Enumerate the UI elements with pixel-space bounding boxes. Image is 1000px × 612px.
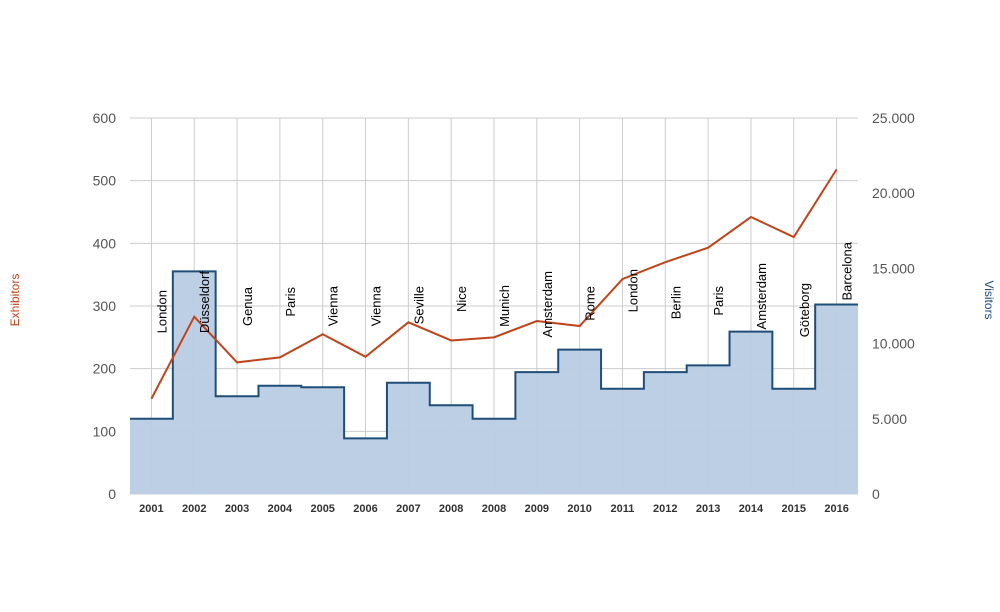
city-label: Genua — [240, 286, 255, 326]
city-label: Berlin — [668, 286, 683, 319]
y-right-tick-label: 20.000 — [872, 185, 915, 201]
y-axis-right-title: Visitors — [982, 280, 996, 319]
city-label: Vienna — [326, 285, 341, 326]
visitors-series — [130, 270, 858, 494]
city-label: Rome — [583, 286, 598, 321]
x-tick-label: 2016 — [824, 503, 848, 515]
visitors-area — [130, 271, 858, 494]
x-tick-label: 2001 — [139, 503, 163, 515]
city-label: London — [154, 290, 169, 333]
y-left-tick-label: 300 — [93, 298, 117, 314]
x-tick-label: 2013 — [696, 503, 720, 515]
x-tick-label: 2005 — [310, 503, 334, 515]
x-tick-label: 2006 — [353, 503, 377, 515]
y-left-tick-label: 500 — [93, 173, 117, 189]
y-right-tick-label: 10.000 — [872, 336, 915, 352]
y-right-tick-label: 15.000 — [872, 260, 915, 276]
y-left-tick-label: 0 — [108, 486, 116, 502]
y-right-tick-label: 0 — [872, 486, 880, 502]
x-tick-label: 2015 — [782, 503, 806, 515]
x-tick-label: 2009 — [525, 503, 549, 515]
y-left-tick-label: 600 — [93, 110, 117, 126]
city-label: Vienna — [369, 285, 384, 326]
y-axis-left-title: Exhibitors — [8, 274, 22, 327]
city-label: Düsseldorf — [197, 271, 212, 334]
city-label: Paris — [283, 287, 298, 317]
y-left-tick-label: 200 — [93, 361, 117, 377]
city-label: Barcelona — [840, 241, 855, 300]
axes: 0 100 200 300 400 500 600 0 5.000 10.000 15.000 20.… — [93, 110, 915, 515]
x-tick-label: 2007 — [396, 503, 420, 515]
y-right-tick-label: 5.000 — [872, 411, 907, 427]
x-tick-label: 2012 — [653, 503, 677, 515]
x-tick-label: 2008 — [439, 503, 463, 515]
x-tick-label: 2004 — [268, 503, 293, 515]
x-tick-label: 2010 — [567, 503, 591, 515]
city-label: Amsterdam — [754, 263, 769, 329]
city-label: Seville — [411, 286, 426, 324]
city-label: Nice — [454, 286, 469, 312]
city-labels: London Düsseldorf Genua Paris Vienna Vienna Se… — [154, 241, 854, 337]
exhibitors-series — [150, 168, 838, 400]
city-label: Amsterdam — [540, 271, 555, 337]
visitors-line — [130, 270, 858, 440]
y-left-tick-label: 100 — [93, 423, 117, 439]
y-right-tick-label: 25.000 — [872, 110, 915, 126]
x-tick-label: 2008 — [482, 503, 506, 515]
city-label: London — [625, 269, 640, 312]
city-label: Munich — [497, 285, 512, 327]
exhibitors-line — [150, 168, 838, 400]
city-label: Göteborg — [797, 283, 812, 337]
x-tick-label: 2003 — [225, 503, 249, 515]
y-left-tick-label: 400 — [93, 235, 117, 251]
x-tick-label: 2011 — [611, 503, 635, 515]
x-tick-label: 2014 — [739, 503, 764, 515]
city-label: Paris — [711, 286, 726, 316]
x-tick-label: 2002 — [182, 503, 206, 515]
